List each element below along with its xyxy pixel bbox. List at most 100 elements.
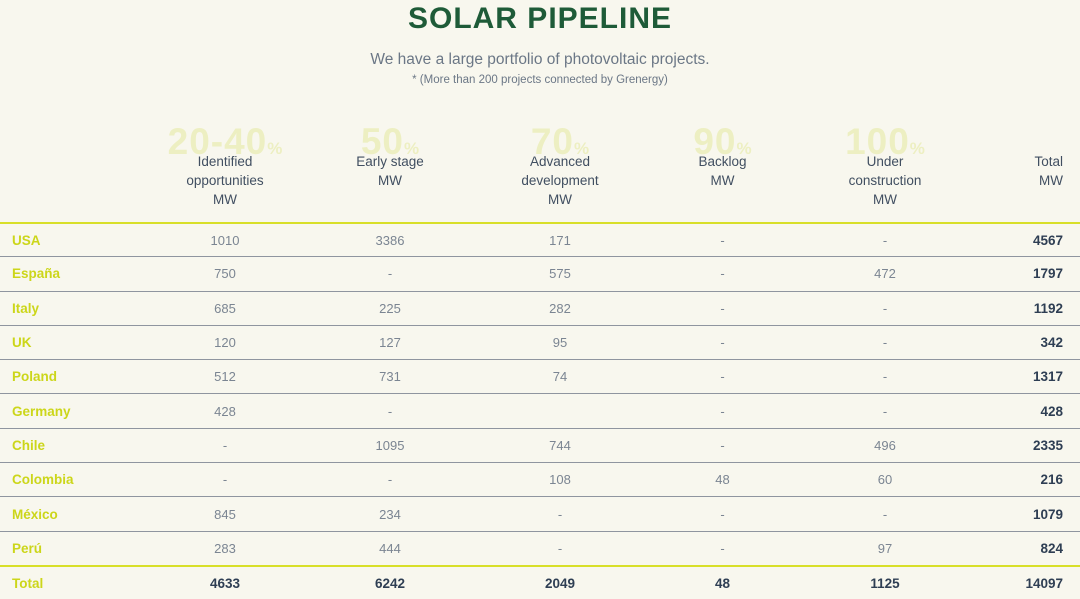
- column-header-under-construction: 100% Under construction MW: [795, 123, 975, 222]
- column-header-country: [0, 138, 140, 222]
- footnote: * (More than 200 projects connected by G…: [412, 74, 668, 86]
- cell-advanced: 74: [552, 369, 568, 385]
- subtitle: We have a large portfolio of photovoltai…: [370, 51, 710, 68]
- table-header: 20-40% Identified opportunities MW 50% E…: [0, 123, 1080, 222]
- cell-under-construction: -: [882, 232, 888, 248]
- country-label: Perú: [12, 540, 43, 556]
- cell-total: 1192: [1033, 300, 1063, 316]
- column-header-label: Total MW: [1034, 154, 1063, 188]
- column-header-label: Under construction MW: [848, 154, 922, 207]
- table-row-poland: Poland 512 731 74 - - 1317: [0, 359, 1080, 393]
- cell-total: 342: [1040, 335, 1063, 351]
- cell-backlog: 48: [715, 472, 730, 488]
- table-row-chile: Chile - 1095 744 - 496 2335: [0, 427, 1080, 462]
- cell-identified: 750: [214, 266, 236, 282]
- cell-early-stage: -: [387, 403, 393, 419]
- cell-backlog: -: [720, 540, 725, 556]
- country-label: Germany: [12, 403, 71, 419]
- cell-backlog: -: [720, 300, 725, 316]
- cell-identified: 1010: [210, 232, 240, 248]
- table-row-total: Total 4633 6242 2049 48 1125 14097: [0, 564, 1080, 599]
- percent-sign: %: [404, 139, 420, 158]
- cell-advanced: 282: [549, 300, 571, 316]
- column-header-label: Backlog MW: [698, 154, 747, 188]
- column-header-early-stage: 50% Early stage MW: [310, 123, 470, 222]
- cell-early-stage: 127: [379, 335, 401, 351]
- cell-under-construction: -: [882, 335, 888, 351]
- table-row-italy: Italy 685 225 282 - - 1192: [0, 290, 1080, 325]
- cell-identified: 120: [214, 335, 236, 351]
- table-row-peru: Perú 283 444 - - 97 824: [0, 530, 1080, 565]
- column-header-backlog: 90% Backlog MW: [650, 123, 795, 222]
- total-row-label: Total: [12, 575, 44, 591]
- percent-sign: %: [736, 139, 752, 158]
- cell-total: 1079: [1032, 506, 1063, 522]
- cell-total: 1317: [1032, 369, 1063, 385]
- cell-total: 4567: [1032, 232, 1063, 248]
- cell-early-stage: 225: [379, 300, 401, 316]
- cell-backlog: -: [720, 266, 725, 282]
- cell-total: 2335: [1032, 437, 1063, 453]
- country-label: México: [12, 506, 58, 522]
- cell-backlog: -: [720, 335, 725, 351]
- country-label: España: [12, 266, 61, 282]
- cell-identified: 512: [214, 369, 236, 385]
- cell-advanced-total: 2049: [544, 575, 576, 591]
- stage-probability-watermark: 50%: [360, 121, 420, 162]
- cell-under-construction: 472: [874, 266, 896, 282]
- column-header-advanced-development: 70% Advanced development MW: [470, 123, 650, 222]
- percent-sign: %: [909, 139, 925, 158]
- cell-total: 824: [1040, 540, 1063, 556]
- country-label: UK: [12, 335, 32, 351]
- country-label: Chile: [12, 437, 46, 453]
- cell-early-stage: 234: [379, 506, 401, 522]
- cell-under-construction: 97: [877, 540, 893, 556]
- cell-under-construction: -: [882, 300, 888, 316]
- cell-backlog: -: [720, 369, 725, 385]
- percent-sign: %: [267, 139, 283, 158]
- table-row-colombia: Colombia - - 108 48 60 216: [0, 462, 1080, 496]
- country-label: USA: [12, 232, 41, 248]
- cell-early-stage: 731: [379, 369, 401, 385]
- column-header-total: Total MW: [975, 138, 1080, 222]
- cell-grand-total: 14097: [1025, 575, 1063, 591]
- cell-advanced: 171: [549, 232, 571, 248]
- percent-sign: %: [574, 139, 590, 158]
- cell-early-stage: 1095: [375, 437, 405, 453]
- stage-probability-watermark: 90%: [693, 121, 752, 162]
- cell-backlog: -: [720, 403, 725, 419]
- cell-advanced: -: [557, 506, 563, 522]
- cell-backlog: -: [720, 506, 725, 522]
- stage-probability-watermark: 100%: [845, 121, 925, 162]
- cell-under-construction: -: [882, 403, 888, 419]
- cell-under-construction: -: [882, 369, 888, 385]
- cell-advanced: 744: [549, 437, 571, 453]
- cell-identified: 428: [214, 403, 236, 419]
- cell-backlog-total: 48: [714, 575, 731, 591]
- cell-total: 216: [1040, 472, 1063, 488]
- cell-identified: -: [222, 437, 228, 453]
- table-row-usa: USA 1010 3386 171 - - 4567: [0, 222, 1080, 256]
- column-header-label: Advanced development MW: [521, 154, 599, 207]
- cell-backlog: -: [720, 232, 725, 248]
- stage-probability-watermark: 70%: [530, 121, 590, 162]
- country-label: Poland: [12, 369, 58, 385]
- cell-under-construction: -: [882, 506, 888, 522]
- cell-backlog: -: [720, 437, 725, 453]
- cell-early-stage: 444: [379, 540, 401, 556]
- table-row-uk: UK 120 127 95 - - 342: [0, 324, 1080, 359]
- cell-advanced: 95: [552, 335, 568, 351]
- cell-early-stage: -: [387, 266, 393, 282]
- cell-early-stage: -: [387, 472, 393, 488]
- column-header-label: Identified opportunities MW: [186, 154, 264, 207]
- cell-advanced: 108: [549, 472, 571, 488]
- cell-early-stage: 3386: [375, 232, 405, 248]
- cell-identified-total: 4633: [209, 575, 241, 591]
- page-title: SOLAR PIPELINE: [407, 2, 673, 35]
- cell-total: 428: [1040, 403, 1063, 419]
- cell-under-construction: 60: [877, 472, 893, 488]
- stage-probability-watermark: 20-40%: [167, 121, 283, 162]
- cell-identified: 283: [214, 540, 236, 556]
- cell-advanced: 575: [549, 266, 571, 282]
- country-label: Colombia: [12, 472, 74, 488]
